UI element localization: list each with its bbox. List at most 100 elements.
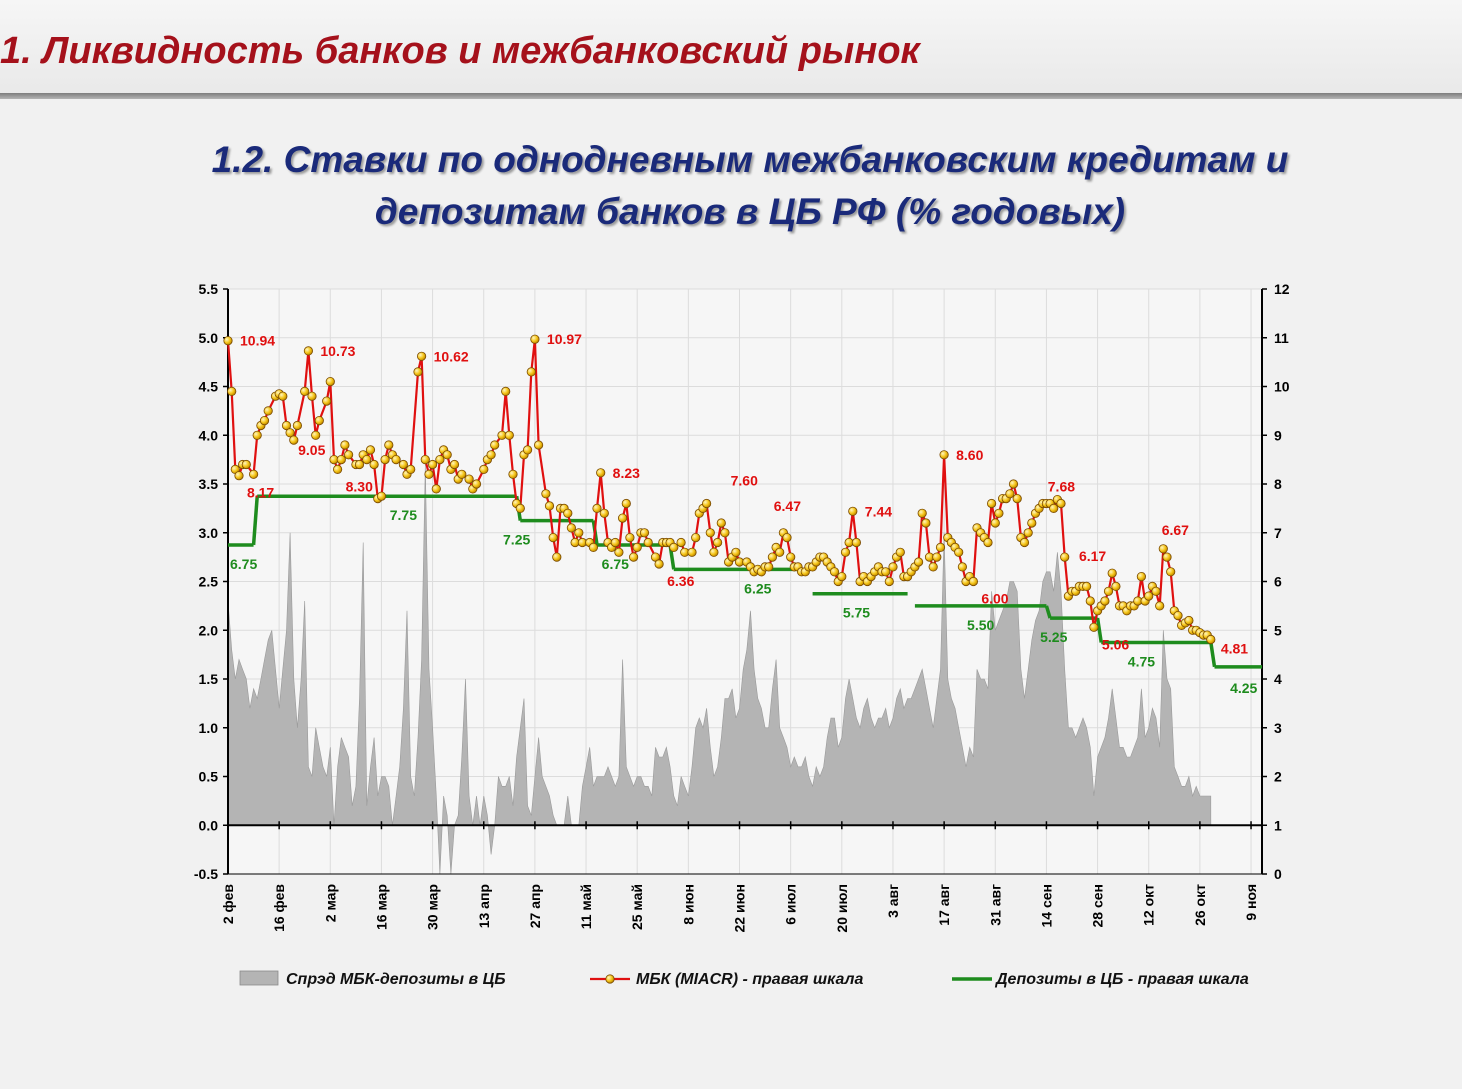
miacr-point (432, 485, 440, 493)
miacr-point (304, 347, 312, 355)
miacr-point (889, 563, 897, 571)
miacr-value-label: 8.60 (956, 447, 983, 463)
miacr-point (732, 548, 740, 556)
miacr-point (279, 392, 287, 400)
miacr-point (542, 490, 550, 498)
x-tick-label: 30 мар (425, 884, 441, 930)
miacr-point (344, 451, 352, 459)
miacr-point (553, 553, 561, 561)
x-tick-label: 14 сен (1038, 884, 1054, 928)
miacr-point (896, 548, 904, 556)
right-tick-label: 2 (1274, 769, 1282, 785)
miacr-point (852, 538, 860, 546)
miacr-point (721, 529, 729, 537)
miacr-point (1050, 504, 1058, 512)
miacr-point (644, 538, 652, 546)
x-tick-label: 31 авг (987, 884, 1003, 926)
miacr-point (914, 558, 922, 566)
miacr-point (702, 499, 710, 507)
miacr-point (670, 543, 678, 551)
miacr-point (1061, 553, 1069, 561)
left-tick-label: 5.0 (199, 330, 219, 346)
miacr-point (425, 470, 433, 478)
miacr-point (534, 441, 542, 449)
left-tick-label: 4.0 (199, 427, 219, 443)
miacr-point (830, 568, 838, 576)
miacr-point (527, 368, 535, 376)
miacr-point (1020, 538, 1028, 546)
miacr-point (567, 524, 575, 532)
miacr-point (717, 519, 725, 527)
miacr-point (509, 470, 517, 478)
miacr-point (377, 492, 385, 500)
miacr-point (505, 431, 513, 439)
miacr-point (523, 446, 531, 454)
left-tick-label: 3.0 (199, 525, 219, 541)
x-tick-label: 20 июл (834, 884, 850, 933)
miacr-point (1086, 597, 1094, 605)
right-tick-label: 3 (1274, 720, 1282, 736)
right-tick-label: 11 (1274, 330, 1289, 346)
miacr-point (381, 455, 389, 463)
miacr-point (692, 533, 700, 541)
x-tick-label: 11 май (578, 884, 594, 929)
miacr-point (969, 577, 977, 585)
miacr-point (392, 455, 400, 463)
miacr-point (363, 455, 371, 463)
miacr-point (597, 469, 605, 477)
miacr-value-label: 6.17 (1079, 548, 1106, 564)
miacr-point (1159, 545, 1167, 553)
deposit-value-label: 5.50 (967, 617, 994, 633)
miacr-value-label: 7.68 (1048, 479, 1075, 495)
miacr-point (618, 514, 626, 522)
right-tick-label: 0 (1274, 866, 1282, 882)
miacr-point (765, 563, 773, 571)
miacr-value-label: 10.94 (240, 333, 275, 349)
miacr-point (366, 446, 374, 454)
x-tick-label: 27 апр (527, 884, 543, 928)
miacr-point (472, 480, 480, 488)
miacr-point (922, 519, 930, 527)
miacr-point (1156, 602, 1164, 610)
miacr-point (480, 465, 488, 473)
miacr-point (228, 387, 236, 395)
miacr-point (407, 465, 415, 473)
miacr-point (1006, 490, 1014, 498)
miacr-value-label: 10.62 (434, 348, 469, 364)
miacr-point (991, 519, 999, 527)
miacr-point (933, 553, 941, 561)
miacr-point (545, 502, 553, 510)
miacr-point (531, 335, 539, 343)
miacr-point (1090, 623, 1098, 631)
legend-miacr-label: МБК (MIACR) - правая шкала (636, 971, 863, 988)
miacr-point (958, 563, 966, 571)
miacr-point (253, 431, 261, 439)
miacr-point (1163, 553, 1171, 561)
legend-deposits-label: Депозиты в ЦБ - правая шкала (994, 971, 1249, 988)
miacr-point (308, 392, 316, 400)
miacr-value-label: 6.36 (667, 573, 694, 589)
x-tick-label: 9 ноя (1243, 884, 1259, 921)
deposit-value-label: 4.75 (1128, 653, 1155, 669)
miacr-point (589, 543, 597, 551)
miacr-point (940, 451, 948, 459)
left-tick-label: 3.5 (199, 476, 219, 492)
miacr-point (443, 451, 451, 459)
miacr-point (1152, 587, 1160, 595)
left-tick-label: -0.5 (194, 866, 218, 882)
miacr-point (995, 509, 1003, 517)
miacr-value-label: 10.97 (547, 331, 582, 347)
legend-spread-swatch (240, 971, 278, 985)
right-tick-label: 9 (1274, 427, 1282, 443)
miacr-point (783, 533, 791, 541)
x-tick-label: 12 окт (1141, 884, 1157, 926)
miacr-point (323, 397, 331, 405)
right-tick-label: 1 (1274, 817, 1282, 833)
miacr-point (341, 441, 349, 449)
miacr-point (487, 451, 495, 459)
x-tick-label: 2 фев (220, 884, 236, 925)
left-tick-label: 0.0 (199, 817, 219, 833)
miacr-point (600, 509, 608, 517)
miacr-point (290, 436, 298, 444)
miacr-point (1013, 494, 1021, 502)
